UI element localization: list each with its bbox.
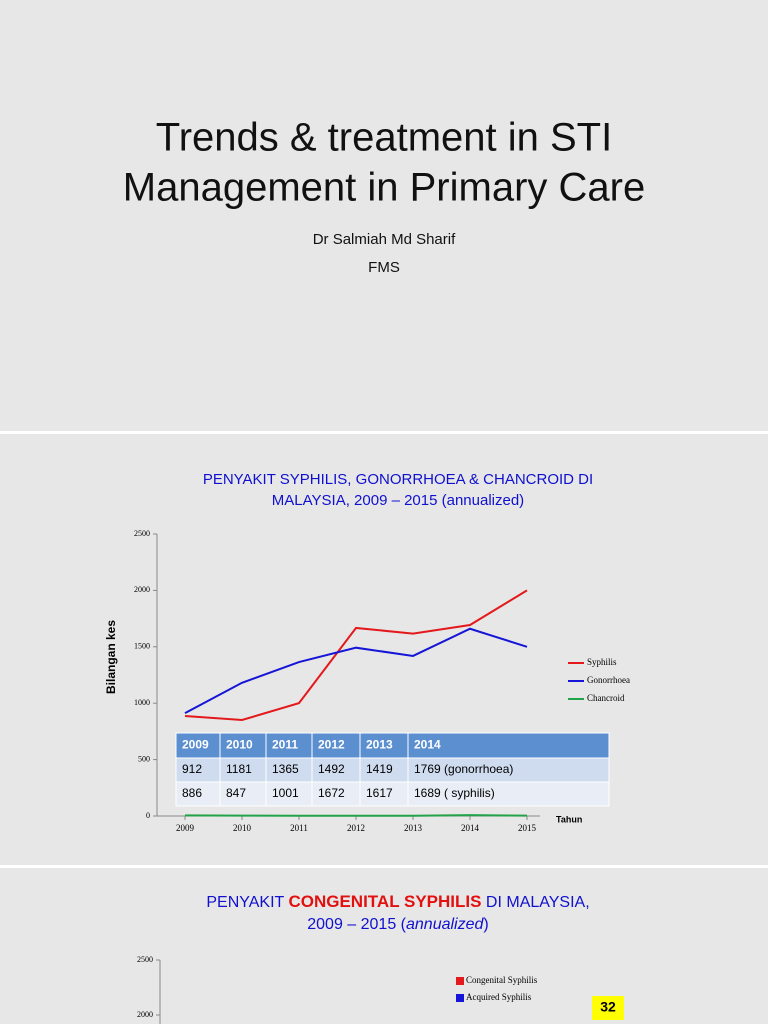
slide-bg [0, 0, 768, 431]
y-tick-label: 2000 [137, 1010, 153, 1019]
table-value: 1689 ( syphilis) [414, 786, 495, 800]
y-tick-label: 2500 [134, 529, 150, 538]
table-cell [265, 757, 313, 783]
y-tick-label: 0 [146, 811, 150, 820]
y-tick-label: 2000 [134, 585, 150, 594]
table-value: 1617 [366, 786, 393, 800]
series-line [184, 627, 528, 715]
chart-title: 2009 – 2015 (annualized) [307, 916, 488, 933]
legend-label: Congenital Syphilis [466, 975, 538, 985]
legend-label: Syphilis [587, 657, 617, 667]
data-label: 32 [600, 999, 616, 1015]
legend-label: Acquired Syphilis [466, 992, 532, 1002]
table-cell [219, 732, 267, 759]
table-value: 1769 (gonorrhoea) [414, 762, 513, 776]
table-value: 1001 [272, 786, 299, 800]
y-tick-label: 1500 [134, 642, 150, 651]
chart-title: MALAYSIA, 2009 – 2015 (annualized) [272, 492, 524, 509]
table-value: 1365 [272, 762, 299, 776]
table-value: 886 [182, 786, 202, 800]
legend-label: Chancroid [587, 693, 625, 703]
table-value: 912 [182, 762, 202, 776]
y-tick-label: 1000 [134, 698, 150, 707]
title-part: ) [483, 916, 488, 933]
table-value: 1672 [318, 786, 345, 800]
title-part: CONGENITAL SYPHILIS [288, 892, 481, 911]
legend-swatch [456, 994, 464, 1002]
title-part: 2009 – 2015 ( [307, 916, 406, 933]
table-cell [311, 757, 361, 783]
table-cell [359, 781, 409, 807]
table-header: 2009 [182, 738, 209, 752]
table-cell [175, 781, 221, 807]
table-value: 1419 [366, 762, 393, 776]
table-cell [359, 757, 409, 783]
legend-swatch [456, 977, 464, 985]
author: Dr Salmiah Md Sharif [313, 231, 456, 248]
table-header: 2014 [414, 738, 441, 752]
slide-bg [0, 868, 768, 1024]
affiliation: FMS [368, 259, 400, 276]
label-box [592, 996, 624, 1020]
table-value: 847 [226, 786, 246, 800]
title: Management in Primary Care [123, 166, 645, 210]
table-cell [311, 781, 361, 807]
x-tick-label: 2012 [347, 823, 365, 833]
y-tick-label: 500 [138, 754, 150, 763]
title: Trends & treatment in STI [156, 116, 612, 160]
title-part: PENYAKIT [206, 894, 284, 911]
x-tick-label: 2013 [404, 823, 423, 833]
table-header: 2010 [226, 738, 253, 752]
legend-label: Gonorrhoea [587, 675, 630, 685]
table-cell [407, 757, 610, 783]
table-cell [265, 781, 313, 807]
table-header: 2011 [272, 738, 298, 752]
table-cell [407, 781, 610, 807]
series-line [184, 589, 528, 722]
table-cell [219, 757, 267, 783]
y-axis-label: Bilangan kes [104, 620, 118, 694]
x-tick-label: 2014 [461, 823, 480, 833]
table-value: 1492 [318, 762, 345, 776]
table-cell [175, 757, 221, 783]
x-axis-label: Tahun [556, 814, 582, 824]
chart-title: PENYAKIT CONGENITAL SYPHILIS DI MALAYSIA… [206, 892, 589, 911]
table-header: 2012 [318, 738, 345, 752]
table-cell [265, 732, 313, 759]
chart-title: PENYAKIT SYPHILIS, GONORRHOEA & CHANCROI… [203, 471, 593, 488]
table-cell [407, 732, 610, 759]
table-header: 2013 [366, 738, 393, 752]
title-part: annualized [406, 916, 485, 933]
x-tick-label: 2011 [290, 823, 308, 833]
table-value: 1181 [226, 762, 252, 776]
x-tick-label: 2009 [176, 823, 195, 833]
x-tick-label: 2010 [233, 823, 252, 833]
title-part: DI MALAYSIA, [486, 894, 590, 911]
y-tick-label: 2500 [137, 955, 153, 964]
table-cell [311, 732, 361, 759]
series-line [184, 814, 528, 817]
x-tick-label: 2015 [518, 823, 537, 833]
